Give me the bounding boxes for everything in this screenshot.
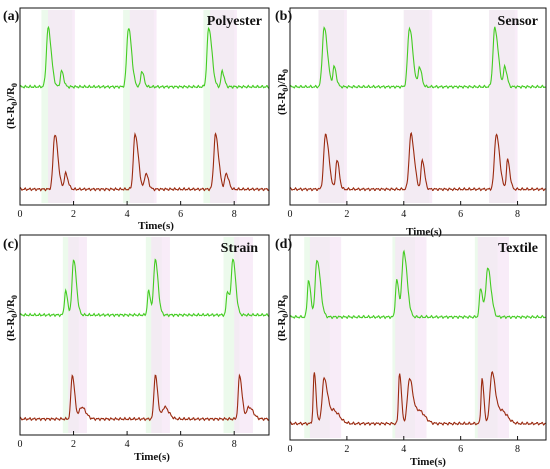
series-group <box>19 25 270 192</box>
series-line <box>289 249 547 320</box>
x-tick-label: 6 <box>458 209 463 220</box>
series-line <box>19 373 270 422</box>
y-axis-label: (R-R0)/R0 <box>276 295 290 341</box>
x-tick-label: 4 <box>125 209 130 220</box>
x-tick-label: 4 <box>125 439 130 450</box>
highlight-band <box>151 237 170 433</box>
series-line <box>289 370 547 426</box>
series-line <box>19 258 270 318</box>
x-tick-label: 4 <box>401 209 406 220</box>
series-line <box>289 26 547 90</box>
series-group <box>289 249 547 426</box>
highlight-bands <box>62 237 253 433</box>
x-tick-label: 2 <box>344 209 349 220</box>
x-ticks: 0 2 4 6 8 <box>18 431 237 450</box>
y-axis-label: (R-R0)/R0 <box>5 83 19 129</box>
x-axis-label: Time(s) <box>410 456 446 468</box>
panel-a: 0 2 4 6 8 (a) Polyester Time(s) (R-R0)/R0 <box>3 7 270 232</box>
series-line <box>289 131 547 192</box>
highlight-band <box>68 237 87 433</box>
y-axis-label: (R-R0)/R0 <box>5 295 19 341</box>
chart-title: Polyester <box>207 14 262 29</box>
panel-letter: (d) <box>275 237 292 252</box>
plot-frame <box>19 7 270 206</box>
x-tick-label: 8 <box>515 209 520 220</box>
panel-d: 0 2 4 6 8 (d) Textile Time(s) (R-R0)/R0 <box>275 234 547 468</box>
highlight-band <box>129 10 157 203</box>
x-ticks: 0 2 4 6 8 <box>288 201 520 220</box>
x-tick-label: 6 <box>458 444 463 455</box>
x-tick-label: 8 <box>232 439 237 450</box>
plot-frame <box>289 234 547 441</box>
chart-title: Textile <box>498 241 538 256</box>
x-tick-label: 0 <box>288 444 293 455</box>
x-tick-label: 8 <box>232 209 237 220</box>
y-axis-label: (R-R0)/R0 <box>276 69 290 115</box>
series-group <box>289 26 547 192</box>
x-tick-label: 2 <box>71 439 76 450</box>
x-tick-label: 0 <box>18 209 23 220</box>
x-tick-label: 0 <box>288 209 293 220</box>
highlight-bands <box>304 237 510 438</box>
panel-letter: (c) <box>3 237 19 252</box>
x-tick-label: 6 <box>178 439 183 450</box>
x-axis-label: Time(s) <box>138 220 174 232</box>
x-axis-label: Time(s) <box>406 226 442 238</box>
panel-b: 0 2 4 6 8 (b) Sensor Time(s) (R-R0)/R0 <box>275 7 547 238</box>
highlight-band <box>210 10 237 203</box>
x-tick-label: 8 <box>515 444 520 455</box>
chart-title: Strain <box>221 241 259 256</box>
series-line <box>19 132 270 192</box>
highlight-bands <box>318 10 518 203</box>
x-axis-label: Time(s) <box>134 451 170 463</box>
plot-frame <box>289 7 547 206</box>
x-tick-label: 2 <box>71 209 76 220</box>
highlight-band <box>477 237 510 438</box>
highlight-bands <box>41 10 237 203</box>
series-line <box>19 25 270 90</box>
panel-c: 0 2 4 6 8 (c) Strain Time(s) (R-R0)/R0 <box>3 234 270 463</box>
highlight-band <box>309 237 342 438</box>
series-group <box>19 258 270 422</box>
x-tick-label: 6 <box>178 209 183 220</box>
chart-title: Sensor <box>498 14 538 29</box>
x-ticks: 0 2 4 6 8 <box>18 201 237 220</box>
plot-frame <box>19 234 270 436</box>
x-tick-label: 4 <box>401 444 406 455</box>
x-ticks: 0 2 4 6 8 <box>288 436 520 455</box>
panel-letter: (a) <box>3 9 20 24</box>
x-tick-label: 2 <box>344 444 349 455</box>
panel-letter: (b) <box>275 9 292 24</box>
highlight-band <box>395 237 427 438</box>
x-tick-label: 0 <box>18 439 23 450</box>
